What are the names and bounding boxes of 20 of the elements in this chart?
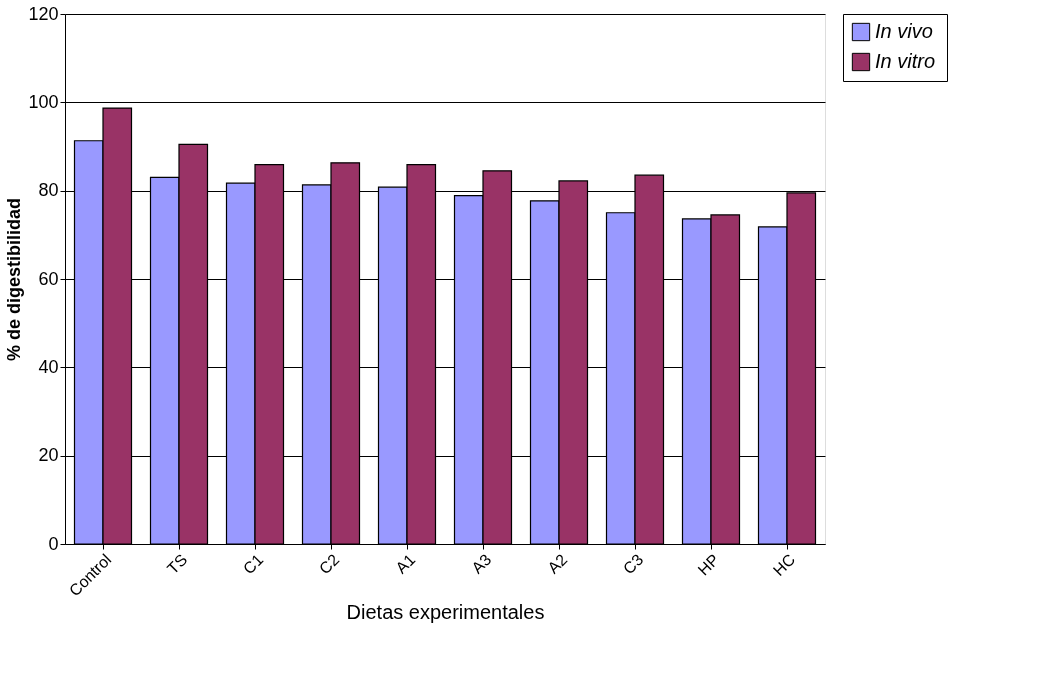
y-tick-label: 60	[38, 268, 59, 289]
y-tick-label: 80	[38, 180, 59, 201]
legend-label: In vivo	[875, 20, 933, 42]
y-axis-title: % de digestibilidad	[4, 197, 25, 362]
y-tick-label: 120	[28, 3, 59, 24]
x-tick-label: A2	[544, 550, 571, 577]
x-tick-label: TS	[163, 550, 191, 578]
y-tick-label: 0	[48, 533, 59, 554]
x-axis-title: Dietas experimentales	[346, 601, 545, 624]
x-tick-label: C2	[315, 550, 343, 578]
y-tick-label: 40	[38, 356, 59, 377]
y-tick-label: 100	[28, 91, 59, 112]
y-tick-label: 20	[38, 445, 59, 466]
legend-label: In vitro	[875, 50, 936, 72]
x-tick-label: HC	[769, 550, 799, 580]
x-tick-label: HP	[694, 550, 723, 579]
x-tick-label: A3	[468, 550, 495, 577]
x-tick-label: C1	[239, 550, 267, 578]
x-tick-label: A1	[392, 550, 419, 577]
x-tick-label: C3	[619, 550, 647, 578]
